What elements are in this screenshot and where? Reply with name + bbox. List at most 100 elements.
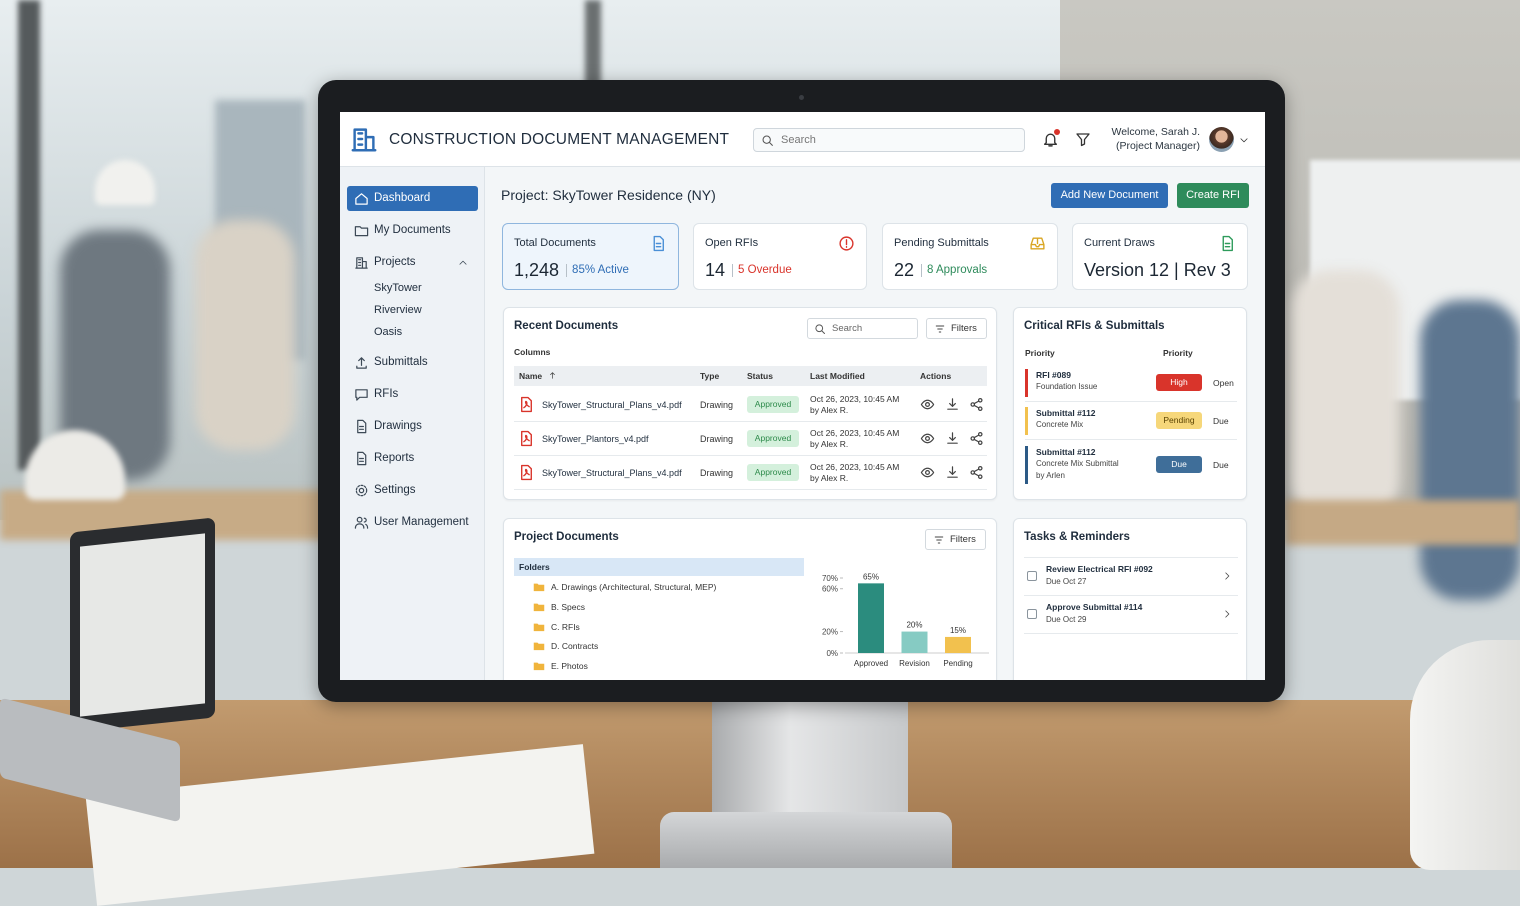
- row-action[interactable]: [969, 397, 984, 412]
- hardhat: [1410, 640, 1520, 870]
- icon-shape: [523, 468, 530, 477]
- notifications[interactable]: [1042, 131, 1059, 148]
- stat-row: Version 12 | Rev 3: [1084, 259, 1231, 281]
- project-link[interactable]: Riverview: [374, 304, 422, 316]
- item-status: Open: [1213, 378, 1234, 388]
- icon-shape: [354, 517, 369, 529]
- nav-item[interactable]: My Documents: [347, 218, 478, 243]
- file-type: Drawing: [700, 434, 734, 444]
- icon-shape: [523, 434, 530, 443]
- search-box[interactable]: Search: [753, 128, 1025, 152]
- y-tick-label: 0%: [826, 649, 838, 658]
- sidebar: Dashboard My Documents Projects Submittals R…: [340, 167, 485, 680]
- row-action[interactable]: [920, 431, 935, 446]
- icon-shape: [1225, 610, 1230, 618]
- nav-item[interactable]: Settings: [347, 478, 478, 503]
- search-placeholder: Search: [832, 323, 863, 334]
- stat-card: Pending Submittals 22 8 Approvals: [882, 223, 1058, 290]
- icon-shape: [533, 623, 545, 632]
- filters-button[interactable]: Filters: [926, 318, 987, 339]
- table-search[interactable]: Search: [807, 318, 918, 339]
- top-bar: CONSTRUCTION DOCUMENT MANAGEMENT Search We…: [340, 112, 1265, 167]
- bar: [901, 631, 928, 653]
- nav-item[interactable]: Dashboard: [347, 186, 478, 211]
- modified-date: Oct 26, 2023, 10:45 AM: [810, 394, 900, 404]
- task-title[interactable]: Review Electrical RFI #092: [1046, 564, 1153, 574]
- logo: [351, 128, 377, 152]
- stat-label: Open RFIs: [705, 237, 759, 249]
- folder-name[interactable]: E. Photos: [551, 661, 588, 671]
- stat-icon: [653, 235, 664, 252]
- window-frame: [585, 0, 601, 90]
- pdf-icon: [521, 464, 532, 481]
- stat-note: 8 Approvals: [927, 264, 988, 276]
- collapse-chevron: [459, 260, 467, 265]
- nav-item[interactable]: User Management: [347, 510, 478, 535]
- icon-shape: [521, 430, 532, 447]
- nav-item[interactable]: Projects: [347, 250, 478, 275]
- icon-shape: [356, 516, 363, 523]
- file-name[interactable]: SkyTower_Structural_Plans_v4.pdf: [542, 468, 682, 478]
- avatar[interactable]: [1209, 127, 1234, 152]
- item-title[interactable]: Submittal #112: [1036, 408, 1096, 418]
- nav-item[interactable]: RFIs: [347, 382, 478, 407]
- nav-item[interactable]: Reports: [347, 446, 478, 471]
- folder-name[interactable]: B. Specs: [551, 602, 586, 612]
- user-role: (Project Manager): [1115, 140, 1200, 152]
- icon-shape: [925, 436, 930, 441]
- filter[interactable]: [1075, 131, 1091, 147]
- icon-shape: [946, 398, 958, 410]
- stat-label: Total Documents: [514, 237, 596, 249]
- folder-name[interactable]: C. RFIs: [551, 622, 580, 632]
- stat-note: 5 Overdue: [738, 264, 792, 276]
- file-name[interactable]: SkyTower_Plantors_v4.pdf: [542, 434, 649, 444]
- nav-item[interactable]: Drawings: [347, 414, 478, 439]
- icon-shape: [355, 484, 368, 497]
- row-action[interactable]: [920, 465, 935, 480]
- row-action[interactable]: [969, 465, 984, 480]
- y-tick-label: 20%: [822, 628, 838, 637]
- item-title[interactable]: Submittal #112: [1036, 447, 1096, 457]
- recent-documents-panel: Recent Documents Search Filters Columns Name…: [503, 307, 997, 500]
- camera: [799, 95, 804, 100]
- row-action[interactable]: [920, 397, 935, 412]
- nav-icon: [356, 357, 367, 369]
- row-action[interactable]: [945, 431, 960, 446]
- search-placeholder: Search: [781, 134, 816, 146]
- column-header[interactable]: Name: [519, 371, 543, 381]
- task-checkbox[interactable]: [1027, 609, 1037, 619]
- task-title[interactable]: Approve Submittal #114: [1046, 602, 1143, 612]
- row-action[interactable]: [969, 431, 984, 446]
- priority-bar: [1025, 407, 1028, 435]
- filters-button[interactable]: Filters: [925, 529, 986, 550]
- page-title: Project: SkyTower Residence (NY): [501, 187, 716, 203]
- task-chevron: [1225, 610, 1230, 618]
- column-header: Type: [700, 371, 720, 381]
- icon-shape: [821, 330, 825, 334]
- critical-panel: Critical RFIs & Submittals Priority Priori…: [1013, 307, 1247, 500]
- icon-shape: [533, 603, 545, 612]
- panel-title: Critical RFIs & Submittals: [1024, 320, 1165, 332]
- project-link[interactable]: SkyTower: [374, 282, 422, 294]
- columns-label[interactable]: Columns: [514, 347, 551, 357]
- folder-name[interactable]: D. Contracts: [551, 641, 599, 651]
- row-action[interactable]: [945, 397, 960, 412]
- row-action[interactable]: [945, 465, 960, 480]
- task-checkbox[interactable]: [1027, 571, 1037, 581]
- nav-item[interactable]: Submittals: [347, 350, 478, 375]
- project-documents-panel: Project Documents Filters Folders A. Drawin…: [503, 518, 997, 680]
- project-link[interactable]: Oasis: [374, 326, 403, 338]
- action-button[interactable]: Add New Document: [1051, 183, 1168, 208]
- folder-name[interactable]: A. Drawings (Architectural, Structural, …: [551, 582, 717, 592]
- icon-shape: [970, 470, 976, 475]
- action-button[interactable]: Create RFI: [1177, 183, 1249, 208]
- sort-icon: [550, 372, 555, 379]
- stat-value: Version 12 | Rev 3: [1084, 259, 1231, 280]
- icon-shape: [351, 128, 377, 152]
- laptop-display: [80, 533, 205, 717]
- row-divider: [1025, 439, 1237, 440]
- item-title[interactable]: RFI #089: [1036, 370, 1071, 380]
- icon-shape: [533, 583, 545, 592]
- file-name[interactable]: SkyTower_Structural_Plans_v4.pdf: [542, 400, 682, 410]
- file-type: Drawing: [700, 468, 734, 478]
